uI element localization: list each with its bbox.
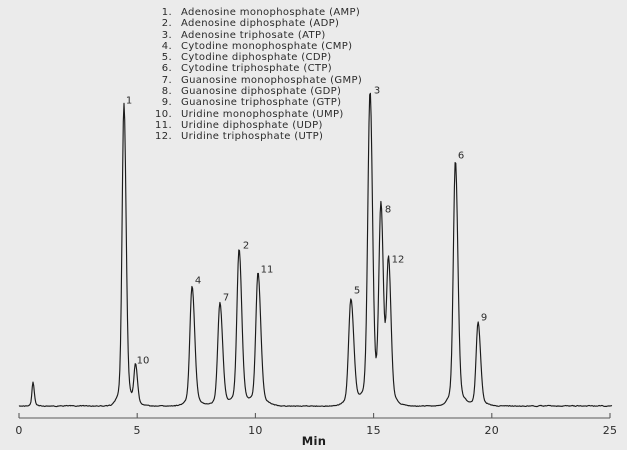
x-axis-tick-label: 15 [366,424,381,437]
peak-label-6: 6 [458,151,464,162]
x-axis-title: Min [302,434,326,448]
legend-label: Cytodine monophosphate (CMP) [181,40,353,52]
legend-label: Uridine diphosphate (UDP) [181,119,323,131]
legend-label: Cytodine triphosphate (CTP) [181,63,332,75]
legend-number: 5. [161,52,172,64]
legend-item: 9. Guanosine triphosphate (GTP) [148,97,362,108]
legend-number: 7. [161,74,172,86]
peak-label-3: 3 [374,86,380,97]
legend-label: Guanosine triphosphate (GTP) [181,97,342,109]
legend-label: Cytodine diphosphate (CDP) [181,52,332,64]
legend-label: Uridine triphosphate (UTP) [181,131,324,143]
x-axis-tick-label: 5 [134,424,141,437]
legend-item: 7. Guanosine monophosphate (GMP) [148,75,362,86]
x-axis-tick-label: 0 [15,424,22,437]
legend-number: 11. [155,119,172,131]
x-axis-tick-label: 25 [603,424,618,437]
peak-label-4: 4 [195,276,201,287]
legend-number: 1. [161,7,172,18]
legend-item: 4. Cytodine monophosphate (CMP) [148,41,362,52]
legend-item: 8. Guanosine diphosphate (GDP) [148,86,362,97]
x-axis-tick-label: 20 [484,424,499,437]
peak-label-9: 9 [481,313,487,324]
signal-polyline [18,92,613,408]
peak-label-11: 11 [261,265,274,276]
legend-item: 11. Uridine diphosphate (UDP) [148,120,362,131]
legend-item: 2. Adenosine diphosphate (ADP) [148,18,362,29]
legend-item: 12. Uridine triphosphate (UTP) [148,131,362,142]
legend-number: 10. [155,108,172,120]
peak-labels: 1 10 4 7 2 11 5 3 8 12 6 9 [126,86,487,367]
x-axis: 0 5 10 15 20 25 [15,413,617,437]
legend-label: Guanosine diphosphate (GDP) [181,86,342,98]
peak-label-2: 2 [243,241,249,252]
legend-item: 6. Cytodine triphosphate (CTP) [148,63,362,74]
peak-legend: 1. Adenosine monophosphate (AMP) 2. Adenosi… [148,7,362,143]
legend-number: 2. [161,18,172,30]
chromatogram-trace [18,92,613,408]
peak-label-7: 7 [223,293,229,304]
legend-number: 4. [161,40,172,52]
legend-label: Guanosine monophosphate (GMP) [181,74,363,86]
legend-number: 9. [161,97,172,109]
legend-number: 6. [161,63,172,75]
legend-item: 1. Adenosine monophosphate (AMP) [148,7,362,18]
legend-item: 5. Cytodine diphosphate (CDP) [148,52,362,63]
peak-label-12: 12 [392,255,405,266]
peak-label-1: 1 [126,96,132,107]
peak-label-8: 8 [385,205,391,216]
legend-number: 12. [155,131,172,143]
legend-label: Adenosine diphosphate (ADP) [181,18,340,30]
legend-label: Uridine monophosphate (UMP) [181,108,344,120]
legend-item: 3. Adenosine triphosate (ATP) [148,30,362,41]
legend-label: Adenosine monophosphate (AMP) [181,7,361,18]
peak-label-10: 10 [137,356,150,367]
legend-item: 10. Uridine monophosphate (UMP) [148,109,362,120]
legend-number: 8. [161,86,172,98]
legend-number: 3. [161,29,172,41]
x-axis-tick-label: 10 [248,424,263,437]
legend-label: Adenosine triphosate (ATP) [181,29,326,41]
peak-label-5: 5 [354,286,360,297]
